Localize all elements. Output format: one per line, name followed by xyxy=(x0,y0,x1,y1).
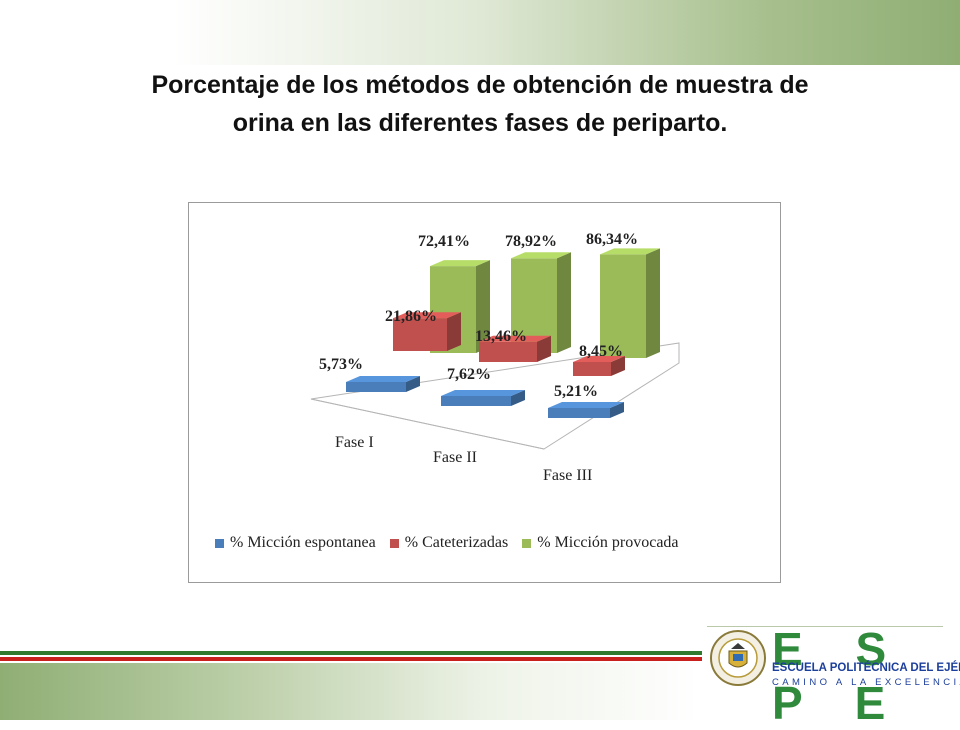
bar-top-2-0 xyxy=(430,260,490,267)
legend-item-provocada: % Micción provocada xyxy=(522,534,679,552)
legend-label: % Micción provocada xyxy=(537,534,679,551)
chart-legend: % Micción espontanea % Cateterizadas % M… xyxy=(215,532,679,554)
bar-side-0-2 xyxy=(610,402,624,418)
bar-top-1-1 xyxy=(479,335,551,342)
legend-label: % Micción espontanea xyxy=(230,534,376,551)
data-label: 7,62% xyxy=(447,366,491,383)
footer-stripe-green xyxy=(0,651,702,655)
legend-swatch-green xyxy=(522,538,532,548)
bar-side-0-1 xyxy=(511,390,525,406)
bar-front-1-0 xyxy=(393,318,447,351)
legend-item-cateterizadas: % Cateterizadas xyxy=(389,534,509,552)
bar-side-0-0 xyxy=(406,376,420,392)
bar-side-1-0 xyxy=(447,312,461,351)
bar-top-1-2 xyxy=(573,356,625,362)
chart-frame: 5,73% 7,62% 5,21% 21,86% 13,46% 8,45% 72,41% 78… xyxy=(188,202,781,583)
footer-gradient-band xyxy=(0,663,700,720)
chart-floor-edge xyxy=(310,398,545,450)
header-gradient-band xyxy=(0,0,960,65)
legend-swatch-blue xyxy=(215,538,224,548)
bar-top-2-2 xyxy=(600,248,660,255)
data-label: 8,45% xyxy=(579,343,623,360)
bar-side-2-1 xyxy=(557,252,571,353)
bar-top-0-0 xyxy=(346,376,420,382)
logo-divider xyxy=(707,626,943,627)
bar-front-1-1 xyxy=(479,341,537,362)
bar-front-1-2 xyxy=(573,362,611,376)
data-label: 78,92% xyxy=(505,233,557,250)
category-label: Fase III xyxy=(543,467,592,484)
bar-top-0-1 xyxy=(441,390,525,396)
bar-side-1-2 xyxy=(611,356,625,376)
data-label: 5,73% xyxy=(319,356,363,373)
bar-top-2-1 xyxy=(511,252,571,259)
espe-wordmark: E S P E xyxy=(772,623,907,729)
espe-seal-icon xyxy=(710,630,766,686)
data-label: 72,41% xyxy=(418,233,470,250)
bar-top-1-0 xyxy=(393,312,461,319)
footer-stripe-white xyxy=(0,655,702,657)
legend-swatch-red xyxy=(389,538,399,548)
data-label: 21,86% xyxy=(385,308,437,325)
bar-side-2-0 xyxy=(476,260,490,353)
footer-stripe-red xyxy=(0,657,702,661)
espe-motto: CAMINO A LA EXCELENCIA xyxy=(772,677,960,688)
bar-side-2-2 xyxy=(646,248,660,358)
category-label: Fase I xyxy=(335,434,374,451)
legend-label: % Cateterizadas xyxy=(404,534,509,551)
espe-name: ESCUELA POLITÉCNICA DEL EJÉRCITO xyxy=(772,662,960,674)
bar-side-1-1 xyxy=(537,335,551,362)
bar-front-2-2 xyxy=(600,254,646,358)
legend-item-espontanea: % Micción espontanea xyxy=(215,534,376,552)
bar-front-0-1 xyxy=(441,396,511,406)
data-label: 13,46% xyxy=(475,328,527,345)
bar-front-0-2 xyxy=(548,408,610,418)
bar-chart-3d: 5,73% 7,62% 5,21% 21,86% 13,46% 8,45% 72,41% 78… xyxy=(310,231,680,484)
data-label: 5,21% xyxy=(554,383,598,400)
slide-title: Porcentaje de los métodos de obtención d… xyxy=(151,71,809,137)
data-label: 86,34% xyxy=(586,231,638,248)
bar-top-0-2 xyxy=(548,402,624,408)
category-label: Fase II xyxy=(433,449,477,466)
bar-front-0-0 xyxy=(346,382,406,392)
